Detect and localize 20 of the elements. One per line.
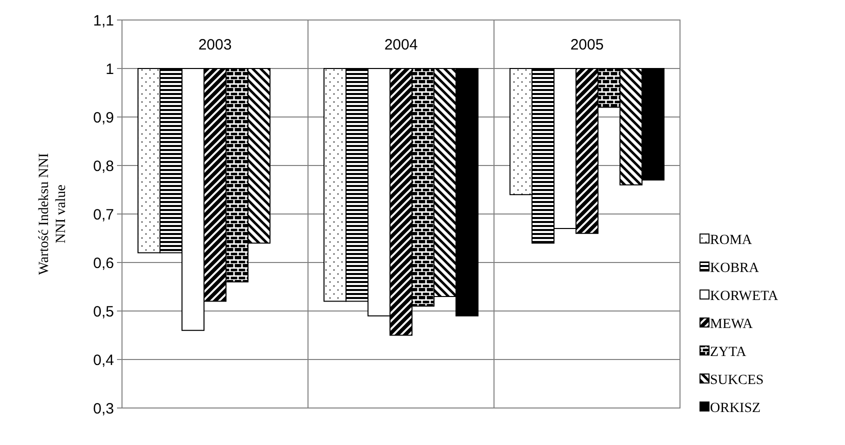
- y-tick-label: 0,7: [93, 206, 114, 224]
- legend-label: ROMA: [710, 232, 753, 248]
- y-tick-label: 0,5: [93, 303, 114, 320]
- legend-label: SUKCES: [710, 372, 764, 388]
- legend-label: ORKISZ: [710, 400, 761, 416]
- y-tick-label: 0,3: [93, 400, 114, 418]
- y-tick-label: 0,4: [93, 352, 114, 369]
- x-tick-label: 2003: [198, 36, 232, 54]
- legend-label: KOBRA: [710, 260, 760, 276]
- legend-label: KORWETA: [710, 288, 779, 304]
- y-tick-label: 0,8: [93, 158, 114, 175]
- y-tick-label: 0,9: [93, 109, 114, 126]
- legend-label: MEWA: [710, 316, 754, 332]
- y-tick-label: 1,1: [93, 12, 114, 30]
- y-tick-label: 1: [106, 60, 114, 78]
- y-tick-label: 0,6: [93, 254, 114, 272]
- x-tick-label: 2004: [384, 36, 418, 54]
- x-tick-label: 2005: [570, 36, 604, 54]
- y-axis-title: Wartość Indeksu NNI NNI value: [37, 152, 69, 275]
- legend-label: ZYTA: [710, 344, 748, 360]
